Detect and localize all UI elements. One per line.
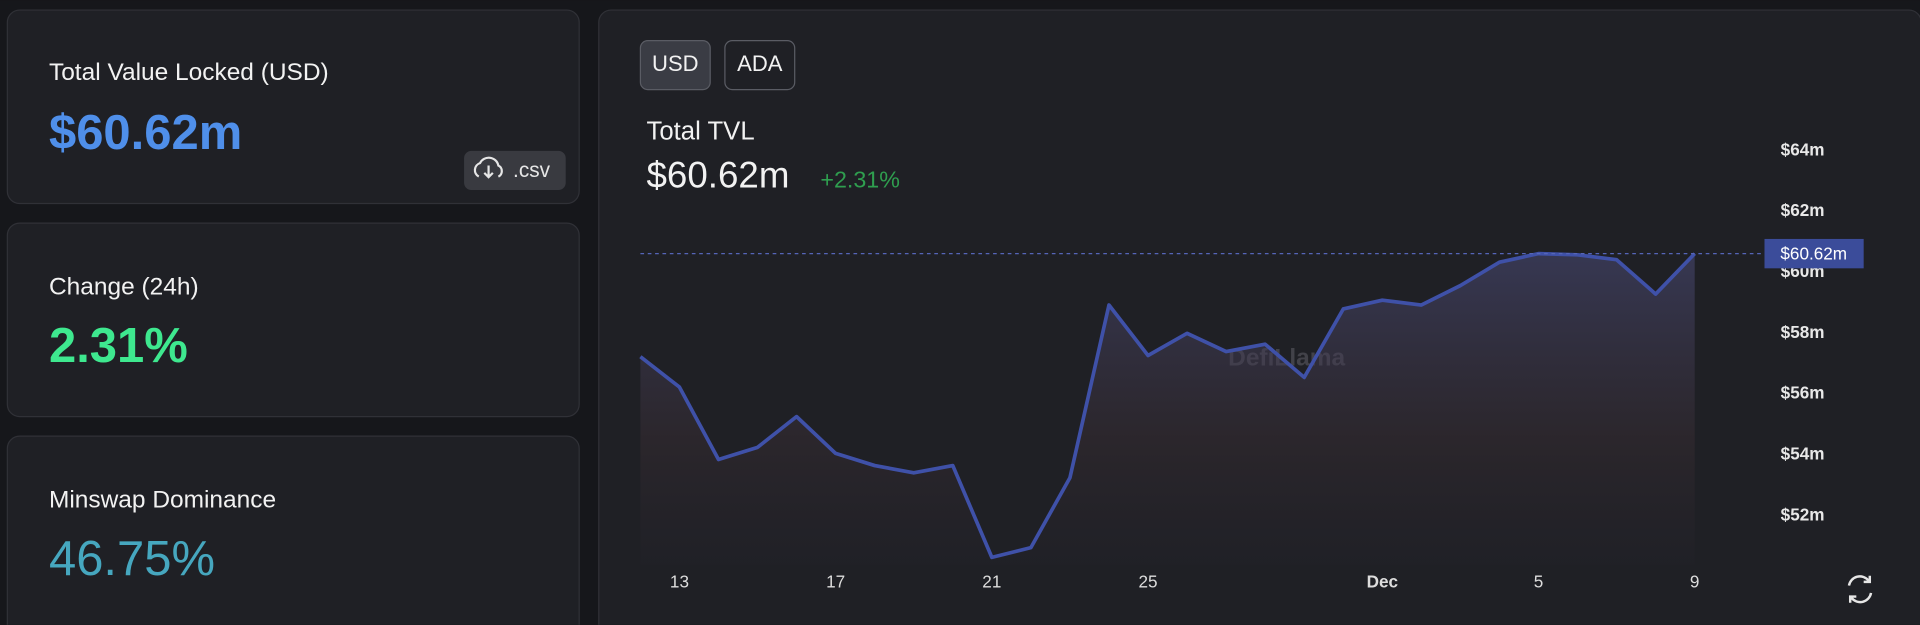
refresh-icon[interactable] xyxy=(1847,575,1873,604)
stat-label: Change (24h) xyxy=(49,273,199,300)
y-tick-label: $52m xyxy=(1781,504,1825,524)
line xyxy=(639,251,1697,560)
x-tick-label: 13 xyxy=(670,572,689,592)
stat-card xyxy=(6,435,580,625)
y-tick-label: $58m xyxy=(1781,322,1825,342)
current-badge xyxy=(1764,238,1864,269)
download-icon xyxy=(473,156,503,179)
x-tick-label: 25 xyxy=(1138,572,1157,592)
current-label: $60.62m xyxy=(1780,243,1847,263)
button-label[interactable]: .csv xyxy=(513,159,551,182)
toggle-label[interactable]: USD xyxy=(652,51,699,76)
button-bg[interactable] xyxy=(464,150,566,191)
chart-subtitle: $60.62m xyxy=(647,155,790,196)
y-tick-label: $54m xyxy=(1781,443,1825,463)
stat-card xyxy=(6,222,580,418)
stat-label: Minswap Dominance xyxy=(49,487,276,514)
stat-label: Total Value Locked (USD) xyxy=(49,59,329,86)
x-tick-label: 5 xyxy=(1534,572,1544,592)
ada-toggle[interactable]: ADA xyxy=(724,40,796,91)
area xyxy=(640,253,1695,565)
stat-value: 2.31% xyxy=(49,319,188,373)
toggle-label[interactable]: ADA xyxy=(737,51,783,76)
x-tick-label: 17 xyxy=(826,572,845,592)
x-tick-label: 21 xyxy=(982,572,1001,592)
stat-card xyxy=(6,9,580,205)
stat-value: 46.75% xyxy=(49,532,215,586)
x-tick-label: Dec xyxy=(1367,572,1399,592)
csv-button[interactable]: .csv xyxy=(464,150,566,191)
refresh-button[interactable] xyxy=(1847,575,1873,604)
y-tick-label: $62m xyxy=(1781,200,1825,220)
stat-value: $60.62m xyxy=(49,106,242,160)
change-label: +2.31% xyxy=(820,167,900,193)
chart-title: Total TVL xyxy=(647,117,755,145)
x-tick-label: 9 xyxy=(1690,572,1700,592)
toggle-bg[interactable] xyxy=(639,40,711,91)
usd-toggle[interactable]: USD xyxy=(639,40,711,91)
toggle-bg[interactable] xyxy=(724,40,796,91)
y-tick-label: $56m xyxy=(1781,383,1825,403)
y-tick-label: $64m xyxy=(1781,139,1825,159)
